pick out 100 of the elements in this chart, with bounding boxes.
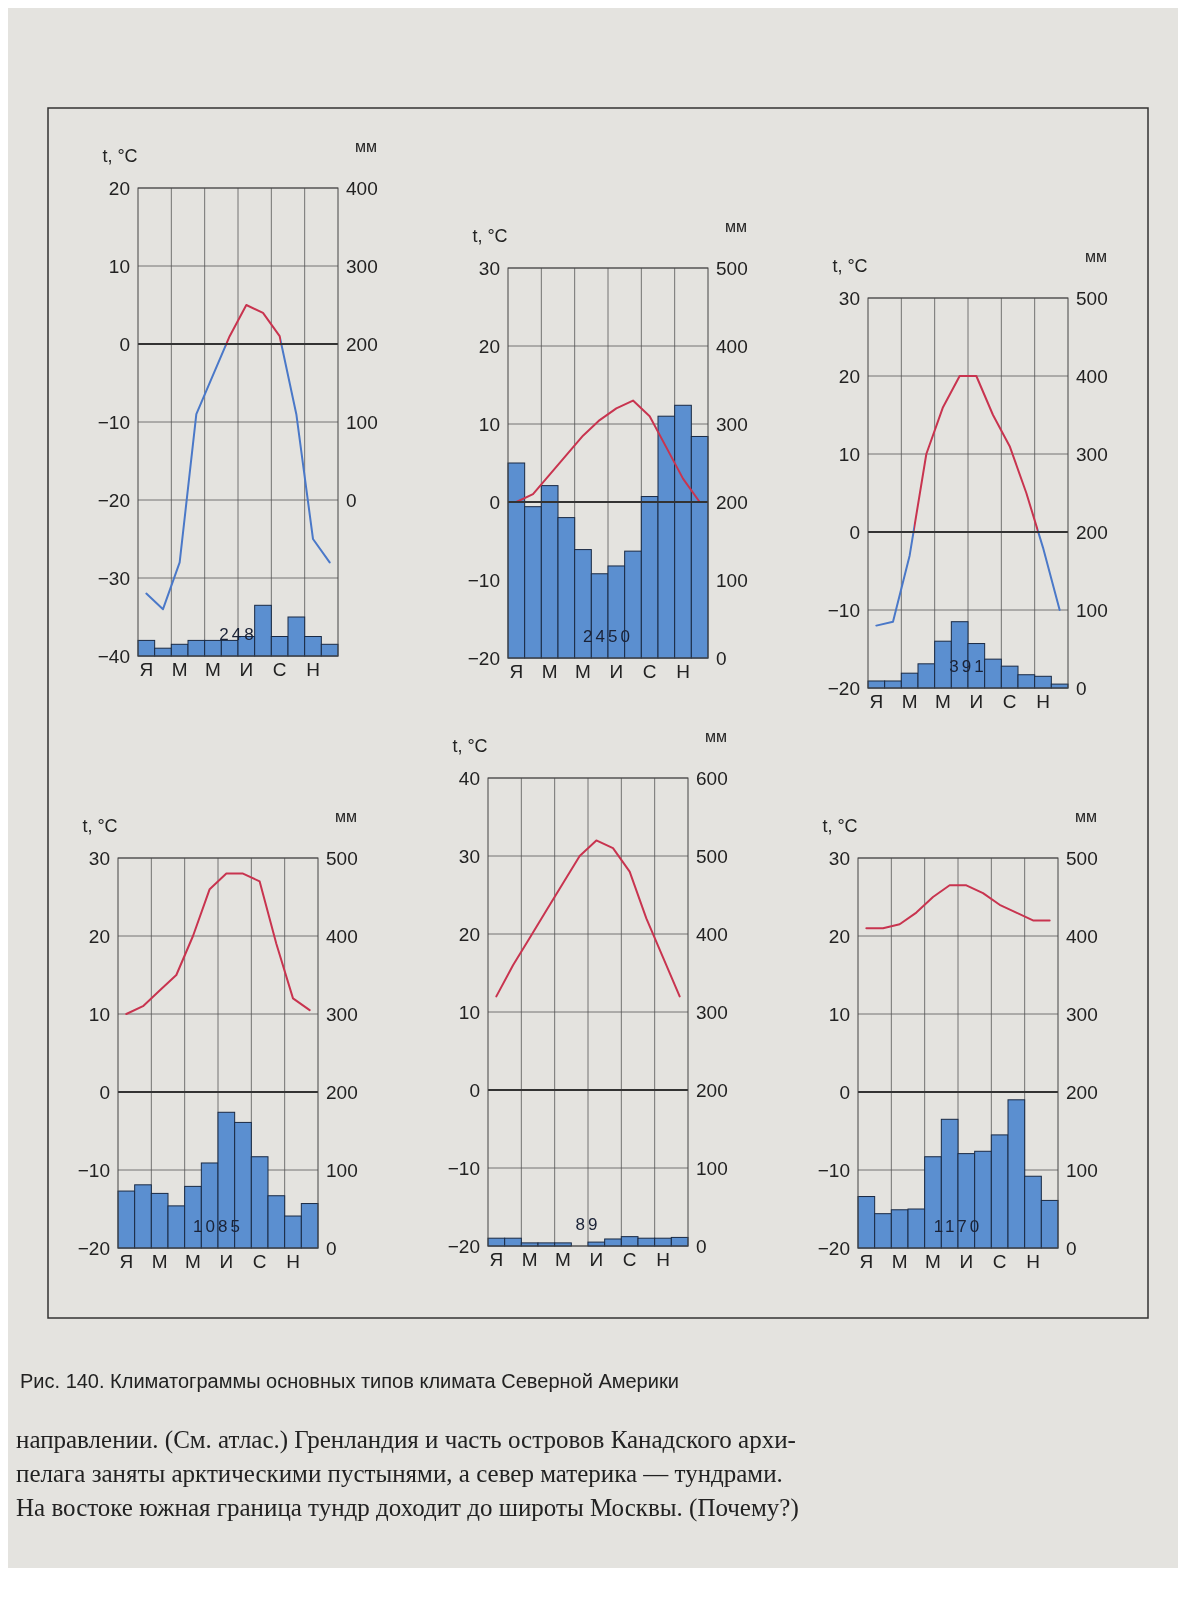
y-tick-label: 30 — [458, 845, 480, 867]
y-tick-label: 20 — [458, 923, 480, 945]
y-tick-label: −40 — [97, 645, 130, 667]
x-tick-label: М — [575, 661, 591, 682]
x-tick-label: М — [205, 659, 221, 680]
y2-tick-label: 100 — [326, 1159, 358, 1181]
annotation: 248 — [219, 625, 257, 644]
y2-tick-label: 200 — [696, 1079, 728, 1101]
y-tick-label: 30 — [828, 847, 850, 869]
line-series — [145, 304, 331, 611]
text: направлении. (См. атлас.) Гренландия и часть островов Канадского архи- — [16, 1426, 796, 1454]
y-tick-label: −10 — [447, 1157, 480, 1179]
y-tick-label: 10 — [838, 443, 860, 465]
y2-tick-label: 300 — [346, 255, 378, 277]
y2-tick-label: 500 — [1066, 847, 1098, 869]
y2-tick-label: 200 — [326, 1081, 358, 1103]
y2-tick-label: 0 — [716, 647, 727, 669]
x-tick-label: И — [219, 1251, 234, 1272]
y-tick-label: 20 — [478, 335, 500, 357]
y-tick-label: 0 — [849, 521, 860, 543]
x-tick-label: Н — [1036, 691, 1050, 712]
x-tick-label: Я — [489, 1249, 504, 1270]
y-tick-label: 20 — [88, 925, 110, 947]
y-tick-label: −30 — [97, 567, 130, 589]
text: Рис. 140. Климатограммы основных типов климата Северной Америки — [20, 1370, 679, 1392]
x-tick-label: Н — [306, 659, 320, 680]
x-tick-label: Н — [676, 661, 690, 682]
y-tick-label: −20 — [97, 489, 130, 511]
y2-tick-label: 400 — [716, 335, 748, 357]
y-tick-label: 10 — [828, 1003, 850, 1025]
y2-tick-label: 100 — [346, 411, 378, 433]
y-tick-label: 10 — [458, 1001, 480, 1023]
y-tick-label: −10 — [827, 599, 860, 621]
x-tick-label: Я — [859, 1251, 874, 1272]
line-series — [865, 884, 1051, 930]
y2-tick-label: 300 — [326, 1003, 358, 1025]
y-tick-label: −20 — [827, 677, 860, 699]
y2-axis-title: мм — [335, 808, 357, 825]
y2-tick-label: 0 — [1076, 677, 1087, 699]
y2-tick-label: 300 — [1066, 1003, 1098, 1025]
y2-tick-label: 500 — [716, 257, 748, 279]
y2-tick-label: 200 — [1066, 1081, 1098, 1103]
y-tick-label: 30 — [478, 257, 500, 279]
line-series — [875, 375, 1061, 627]
y2-axis-title: мм — [725, 218, 747, 235]
y2-axis-title: мм — [705, 728, 727, 745]
y2-tick-label: 0 — [326, 1237, 337, 1259]
x-tick-label: И — [239, 659, 254, 680]
x-tick-label: С — [272, 659, 287, 680]
y-tick-label: −10 — [77, 1159, 110, 1181]
y-tick-label: 30 — [838, 287, 860, 309]
y-axis-title: t, °C — [82, 816, 118, 836]
x-tick-label: М — [901, 691, 918, 712]
y2-tick-label: 0 — [1066, 1237, 1077, 1259]
line-series — [495, 839, 681, 998]
x-tick-label: М — [521, 1249, 538, 1270]
x-tick-label: Я — [119, 1251, 134, 1272]
line-series — [125, 872, 311, 1015]
y-tick-label: 20 — [108, 177, 130, 199]
y2-tick-label: 100 — [696, 1157, 728, 1179]
x-tick-label: Н — [656, 1249, 670, 1270]
y-tick-label: 10 — [88, 1003, 110, 1025]
y2-tick-label: 400 — [1076, 365, 1108, 387]
y2-tick-label: 400 — [326, 925, 358, 947]
y-tick-label: 0 — [489, 491, 500, 513]
y-tick-label: −20 — [817, 1237, 850, 1259]
y2-tick-label: 600 — [696, 767, 728, 789]
x-tick-label: М — [925, 1251, 941, 1272]
x-tick-label: М — [185, 1251, 201, 1272]
y-axis-title: t, °C — [452, 736, 488, 756]
text: пелага заняты арктическими пустынями, а север материка — тундрами. — [16, 1460, 783, 1487]
x-tick-label: М — [151, 1251, 168, 1272]
y2-axis-title: мм — [1085, 248, 1107, 265]
y-tick-label: 20 — [838, 365, 860, 387]
y-axis-title: t, °C — [472, 226, 508, 246]
x-tick-label: Я — [869, 691, 884, 712]
x-tick-label: Н — [286, 1251, 300, 1272]
y2-tick-label: 0 — [696, 1235, 707, 1257]
x-tick-label: С — [642, 661, 657, 682]
y2-axis-title: мм — [1075, 808, 1097, 825]
x-tick-label: И — [969, 691, 984, 712]
x-tick-label: И — [609, 661, 624, 682]
y-axis-title: t, °C — [822, 816, 858, 836]
x-tick-label: С — [252, 1251, 267, 1272]
y2-tick-label: 300 — [1076, 443, 1108, 465]
y2-tick-label: 500 — [326, 847, 358, 869]
x-tick-label: Я — [139, 659, 154, 680]
y-tick-label: 20 — [828, 925, 850, 947]
y2-tick-label: 200 — [346, 333, 378, 355]
y2-tick-label: 100 — [1076, 599, 1108, 621]
x-tick-label: Я — [509, 661, 524, 682]
y2-tick-label: 300 — [716, 413, 748, 435]
y-tick-label: 10 — [478, 413, 500, 435]
x-tick-label: И — [959, 1251, 974, 1272]
y2-tick-label: 400 — [1066, 925, 1098, 947]
y2-tick-label: 300 — [696, 1001, 728, 1023]
y2-tick-label: 200 — [716, 491, 748, 513]
y-tick-label: −20 — [77, 1237, 110, 1259]
line-series — [515, 399, 701, 503]
annotation: 89 — [575, 1215, 601, 1234]
